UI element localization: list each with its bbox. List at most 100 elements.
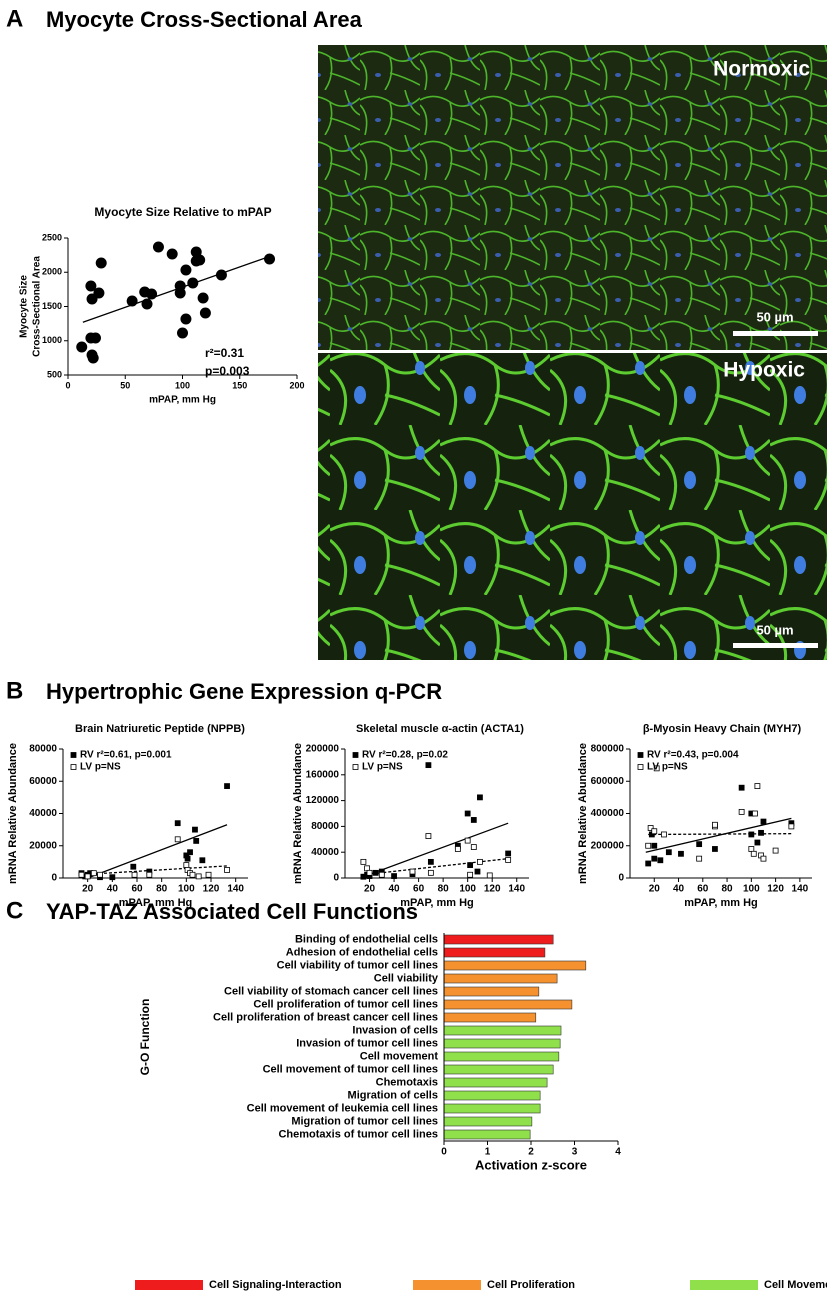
fit-line (363, 858, 509, 876)
point (109, 874, 116, 881)
y-tick-label: Cell movement of tumor cell lines (263, 1063, 438, 1075)
point (470, 817, 477, 823)
y-tick-label: 80000 (311, 821, 339, 832)
point (184, 855, 191, 862)
point (366, 869, 373, 876)
point (76, 341, 88, 353)
bar (443, 973, 558, 984)
point (78, 871, 85, 878)
bar (443, 934, 554, 945)
x-tick-label: 40 (107, 884, 119, 895)
point (474, 868, 481, 875)
y-tick-label: Invasion of cells (352, 1024, 438, 1036)
y-axis-label: G-O Function (138, 999, 152, 1076)
x-tick-label: 80 (156, 884, 168, 895)
legend-label: Cell Proliferation (487, 1279, 575, 1291)
legend-marker (70, 752, 77, 758)
x-tick-label: 1 (485, 1147, 491, 1158)
x-axis-label: mPAP, mm Hg (400, 897, 474, 909)
point (788, 823, 795, 830)
fit-line (363, 822, 509, 878)
y-tick-label: Cell movement (360, 1050, 439, 1062)
point (696, 841, 703, 848)
bar (443, 1025, 562, 1036)
bar (443, 960, 587, 971)
point (264, 253, 276, 265)
fit-line (645, 817, 792, 853)
y-axis-label: Cross-Sectional Area (32, 256, 43, 357)
point (224, 867, 230, 873)
point (477, 858, 483, 865)
y-axis-label: mRNA Relative Abundance (7, 743, 19, 884)
y-tick-label: 0 (618, 873, 624, 884)
x-tick-label: 80 (438, 884, 450, 895)
y-tick-label: Invasion of tumor cell lines (296, 1037, 438, 1049)
point (166, 248, 178, 260)
y-tick-label: Adhesion of endothelial cells (286, 946, 438, 958)
point (199, 857, 206, 864)
y-tick-label: Cell viability (374, 972, 439, 984)
y-axis-label: mRNA Relative Abundance (292, 743, 304, 884)
y-tick-label: 200000 (306, 744, 340, 755)
legend-label: Cell Signaling-Interaction (209, 1279, 342, 1291)
point (748, 846, 755, 852)
point (754, 783, 761, 789)
x-tick-label: 100 (743, 884, 760, 895)
x-tick-label: 120 (767, 884, 784, 895)
y-tick-label: 400000 (591, 808, 625, 819)
bar (443, 1064, 554, 1075)
point (712, 846, 718, 852)
y-tick-label: 600000 (591, 776, 625, 787)
point (425, 833, 432, 839)
x-tick-label: 0 (441, 1147, 447, 1158)
y-tick-label: Cell movement of leukemia cell lines (247, 1102, 438, 1114)
legend-label: Cell Movement (764, 1279, 827, 1291)
point (738, 784, 745, 791)
point (647, 825, 654, 831)
legend-label: RV r²=0.28, p=0.02 (362, 750, 448, 761)
point (760, 818, 767, 825)
point (750, 850, 757, 857)
point (183, 862, 190, 868)
y-tick-label: 1000 (42, 335, 62, 345)
x-tick-label: 4 (615, 1147, 621, 1158)
y-tick-label: Cell proliferation of breast cancer cell… (213, 1011, 438, 1023)
scale-bar (733, 643, 818, 648)
x-axis-label: mPAP, mm Hg (119, 897, 193, 909)
fit-line (82, 255, 270, 323)
bar (443, 1077, 548, 1088)
micrograph (318, 45, 827, 350)
point (665, 849, 672, 856)
y-tick-label: Chemotaxis (376, 1076, 438, 1088)
point (197, 292, 209, 304)
y-tick-label: 20000 (29, 840, 57, 851)
point (189, 871, 196, 878)
x-tick-label: 120 (203, 884, 220, 895)
legend-label: LV p=NS (362, 762, 403, 773)
bar (443, 1090, 541, 1101)
legend-marker (70, 764, 77, 770)
legend-label: LV p=NS (80, 762, 121, 773)
bar (443, 947, 546, 958)
point (89, 332, 101, 344)
point (152, 241, 164, 253)
image-label: Normoxic (713, 58, 810, 81)
y-tick-label: Cell proliferation of tumor cell lines (253, 998, 438, 1010)
y-tick-label: 500 (47, 369, 62, 379)
chart-title: Myocyte Size Relative to mPAP (94, 205, 271, 219)
point (409, 868, 416, 875)
bar (443, 1129, 531, 1140)
x-tick-label: 40 (673, 884, 685, 895)
chart-title: β-Myosin Heavy Chain (MYH7) (643, 723, 802, 735)
x-tick-label: 80 (722, 884, 734, 895)
y-tick-label: Cell viability of stomach cancer cell li… (224, 985, 438, 997)
point (760, 855, 767, 862)
chart-title: Skeletal muscle α-actin (ACTA1) (356, 723, 524, 735)
legend-swatch (690, 1280, 758, 1290)
point (477, 794, 483, 801)
point (177, 327, 188, 339)
bar (443, 1116, 533, 1127)
point (427, 869, 434, 876)
point (427, 858, 434, 865)
